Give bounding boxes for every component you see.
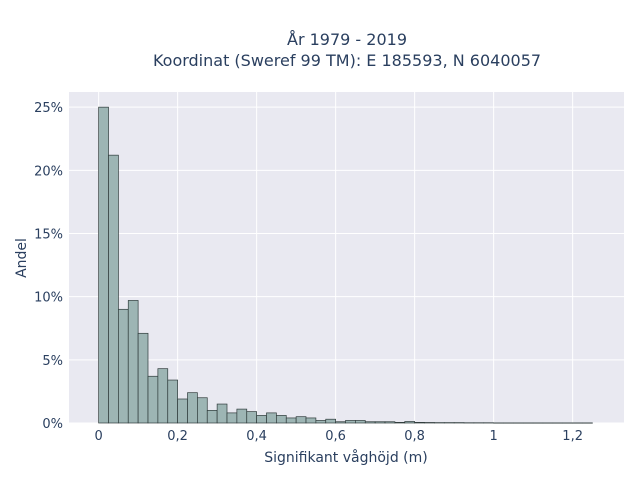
histogram-bar xyxy=(217,404,227,423)
histogram-bar xyxy=(188,393,198,423)
histogram-bar xyxy=(207,410,217,423)
plot-area xyxy=(69,92,624,423)
histogram-bar xyxy=(138,333,148,423)
y-tick-label: 20% xyxy=(34,164,63,179)
histogram-bar xyxy=(247,412,257,423)
histogram-bar xyxy=(168,380,178,423)
histogram-bar xyxy=(425,422,435,423)
histogram-bar xyxy=(375,422,385,423)
histogram-bar xyxy=(128,300,138,423)
histogram-bar xyxy=(148,376,158,423)
histogram-bar xyxy=(405,421,415,423)
histogram-bar xyxy=(178,399,188,423)
histogram-bar xyxy=(326,419,336,423)
histogram-bar xyxy=(346,420,356,423)
histogram-bar xyxy=(415,422,425,423)
x-tick-label: 1 xyxy=(490,429,498,444)
y-tick-label: 25% xyxy=(34,101,63,116)
x-tick-label: 0 xyxy=(94,429,102,444)
histogram-bar xyxy=(355,420,365,423)
histogram-bar xyxy=(158,369,168,423)
histogram-bar xyxy=(385,422,395,423)
x-axis-ticks: 0 0,2 0,4 0,6 0,8 1 1,2 xyxy=(94,429,583,444)
y-axis-ticks: 0% 5% 10% 15% 20% 25% xyxy=(34,101,63,432)
histogram-bar xyxy=(99,107,109,423)
y-tick-label: 10% xyxy=(34,291,63,306)
y-tick-label: 0% xyxy=(42,417,63,432)
y-tick-label: 15% xyxy=(34,227,63,242)
y-axis-title: Andel xyxy=(14,238,30,278)
histogram-bar xyxy=(316,420,326,423)
histogram-bar xyxy=(237,409,247,423)
histogram-bar xyxy=(267,413,277,423)
histogram-bar xyxy=(395,422,405,423)
histogram-bar xyxy=(336,422,346,423)
histogram-bar xyxy=(109,155,119,423)
x-axis-title: Signifikant våghöjd (m) xyxy=(264,449,427,466)
histogram-bar xyxy=(365,422,375,423)
histogram-bar xyxy=(286,418,296,423)
y-tick-label: 5% xyxy=(42,354,63,369)
x-tick-label: 0,6 xyxy=(325,429,346,444)
histogram-bar xyxy=(276,415,286,423)
x-tick-label: 0,4 xyxy=(246,429,267,444)
histogram-bar xyxy=(197,398,207,423)
histogram-bar xyxy=(118,309,128,423)
chart-title-line1: År 1979 - 2019 xyxy=(287,30,407,49)
x-tick-label: 0,2 xyxy=(167,429,188,444)
histogram-bar xyxy=(227,413,237,423)
histogram-bar xyxy=(306,418,316,423)
chart-title-line2: Koordinat (Sweref 99 TM): E 185593, N 60… xyxy=(153,51,541,70)
x-tick-label: 0,8 xyxy=(404,429,425,444)
histogram-bar xyxy=(257,415,267,423)
histogram-bar xyxy=(296,417,306,423)
x-tick-label: 1,2 xyxy=(562,429,583,444)
